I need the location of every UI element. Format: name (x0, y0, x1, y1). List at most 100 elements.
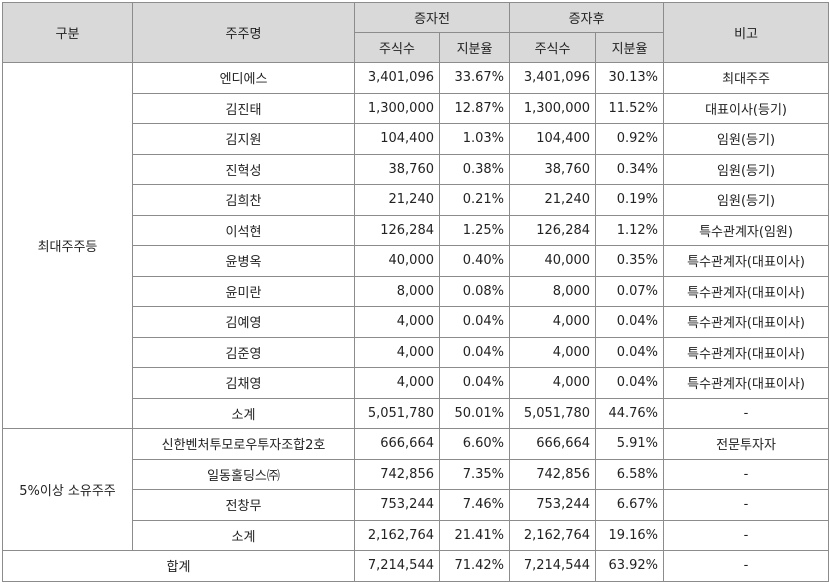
cell-shareholder-name: 김채영 (132, 367, 355, 399)
cell-note: 대표이사(등기) (663, 92, 830, 124)
cell-note: 특수관계자(대표이사) (663, 367, 830, 399)
cell-shareholder-name: 소계 (132, 397, 355, 429)
cell-ratio-before: 21.41% (438, 519, 511, 551)
cell-shares-after: 4,000 (509, 367, 597, 399)
cell-note: - (663, 519, 830, 551)
cell-shareholder-name: 김지원 (132, 123, 355, 155)
cell-shareholder-name: 일동홀딩스㈜ (132, 458, 355, 490)
cell-shareholder-name: 이석현 (132, 214, 355, 246)
cell-ratio-before: 0.08% (438, 275, 511, 307)
cell-shares-after: 38,760 (509, 153, 597, 185)
cell-shares-before: 5,051,780 (354, 397, 440, 429)
cell-note: 특수관계자(대표이사) (663, 275, 830, 307)
cell-shares-after: 40,000 (509, 245, 597, 277)
header-ratio-after: 지분율 (595, 32, 665, 63)
header-after: 증자후 (509, 2, 665, 33)
cell-shareholder-name: 전창무 (132, 489, 355, 521)
cell-note: 특수관계자(임원) (663, 214, 830, 246)
header-shares-after: 주식수 (509, 32, 597, 63)
table-row: 김진태 1,300,000 12.87% 1,300,000 11.52% 대표이사(등기… (3, 92, 830, 124)
cell-ratio-after: 11.52% (595, 92, 665, 124)
cell-note: 최대주주 (663, 62, 830, 94)
total-cell-shares-after: 7,214,544 (509, 550, 597, 582)
header-before: 증자전 (353, 2, 511, 33)
cell-shareholder-name: 김예영 (132, 306, 355, 338)
table-row: 이석현 126,284 1.25% 126,284 1.12% 특수관계자(임원) (3, 214, 830, 246)
table-header: 구분 주주명 증자전 증자후 비고 주식수 지분율 주식수 지분율 (2, 2, 830, 63)
cell-shares-after: 4,000 (509, 306, 597, 338)
cell-ratio-before: 0.04% (438, 367, 511, 399)
cell-note: 특수관계자(대표이사) (663, 245, 830, 277)
cell-shares-after: 1,300,000 (509, 92, 597, 124)
cell-ratio-before: 0.04% (438, 336, 511, 368)
cell-shares-before: 4,000 (354, 306, 440, 338)
cell-shares-after: 742,856 (509, 458, 597, 490)
header-ratio-before: 지분율 (438, 32, 511, 63)
cell-shares-before: 742,856 (354, 458, 440, 490)
cell-ratio-before: 1.03% (438, 123, 511, 155)
cell-note: - (663, 489, 830, 521)
cell-ratio-after: 1.12% (595, 214, 665, 246)
cell-shares-after: 104,400 (509, 123, 597, 155)
cell-ratio-after: 6.58% (595, 458, 665, 490)
cell-ratio-after: 0.04% (595, 306, 665, 338)
cell-note: - (663, 397, 830, 429)
table-row: 윤병옥 40,000 0.40% 40,000 0.35% 특수관계자(대표이사) (3, 245, 830, 277)
total-cell-ratio-before: 71.42% (438, 550, 511, 582)
cell-shares-before: 4,000 (354, 367, 440, 399)
cell-shares-after: 3,401,096 (509, 62, 597, 94)
cell-ratio-before: 0.40% (438, 245, 511, 277)
cell-ratio-after: 0.34% (595, 153, 665, 185)
cell-note: 전문투자자 (663, 428, 830, 460)
cell-ratio-before: 7.35% (438, 458, 511, 490)
cell-shares-before: 753,244 (354, 489, 440, 521)
table-row: 김희찬 21,240 0.21% 21,240 0.19% 임원(등기) (3, 184, 830, 216)
cell-shareholder-name: 신한벤처투모로우투자조합2호 (132, 428, 355, 460)
header-note: 비고 (663, 2, 830, 63)
total-cell-shares-before: 7,214,544 (354, 550, 440, 582)
table-row: 진혁성 38,760 0.38% 38,760 0.34% 임원(등기) (3, 153, 830, 185)
total-cell-ratio-after: 63.92% (595, 550, 665, 582)
cell-note: 특수관계자(대표이사) (663, 306, 830, 338)
cell-ratio-before: 7.46% (438, 489, 511, 521)
cell-shares-before: 104,400 (354, 123, 440, 155)
cell-ratio-after: 30.13% (595, 62, 665, 94)
total-cell-note: - (663, 550, 830, 582)
table-body: 최대주주등 엔디에스 3,401,096 33.67% 3,401,096 30.13% 최… (2, 62, 830, 582)
cell-ratio-after: 0.35% (595, 245, 665, 277)
cell-ratio-before: 0.04% (438, 306, 511, 338)
cell-ratio-before: 6.60% (438, 428, 511, 460)
cell-shareholder-name: 소계 (132, 519, 355, 551)
cell-ratio-after: 0.19% (595, 184, 665, 216)
cell-ratio-after: 0.04% (595, 367, 665, 399)
cell-ratio-after: 5.91% (595, 428, 665, 460)
cell-shares-before: 8,000 (354, 275, 440, 307)
cell-ratio-after: 0.04% (595, 336, 665, 368)
cell-ratio-before: 50.01% (438, 397, 511, 429)
cell-shareholder-name: 김희찬 (132, 184, 355, 216)
cell-shares-after: 126,284 (509, 214, 597, 246)
cell-note: 특수관계자(대표이사) (663, 336, 830, 368)
table-row: 김채영 4,000 0.04% 4,000 0.04% 특수관계자(대표이사) (3, 367, 830, 399)
table-row: 김예영 4,000 0.04% 4,000 0.04% 특수관계자(대표이사) (3, 306, 830, 338)
total-row: 합계 7,214,544 71.42% 7,214,544 63.92% - (2, 550, 830, 582)
cell-ratio-before: 0.38% (438, 153, 511, 185)
total-label: 합계 (2, 550, 355, 582)
cell-shares-before: 38,760 (354, 153, 440, 185)
table-row: 일동홀딩스㈜ 742,856 7.35% 742,856 6.58% - (3, 458, 830, 490)
table-row: 김지원 104,400 1.03% 104,400 0.92% 임원(등기) (3, 123, 830, 155)
header-category: 구분 (2, 2, 133, 63)
cell-note: 임원(등기) (663, 184, 830, 216)
cell-shares-before: 666,664 (354, 428, 440, 460)
cell-shares-before: 21,240 (354, 184, 440, 216)
group-label: 5%이상 소유주주 (2, 428, 133, 551)
cell-ratio-before: 33.67% (438, 62, 511, 94)
cell-ratio-before: 1.25% (438, 214, 511, 246)
cell-shares-before: 2,162,764 (354, 519, 440, 551)
cell-note: - (663, 458, 830, 490)
header-shareholder: 주주명 (132, 2, 355, 63)
cell-ratio-before: 12.87% (438, 92, 511, 124)
cell-shareholder-name: 윤병옥 (132, 245, 355, 277)
cell-shares-after: 4,000 (509, 336, 597, 368)
